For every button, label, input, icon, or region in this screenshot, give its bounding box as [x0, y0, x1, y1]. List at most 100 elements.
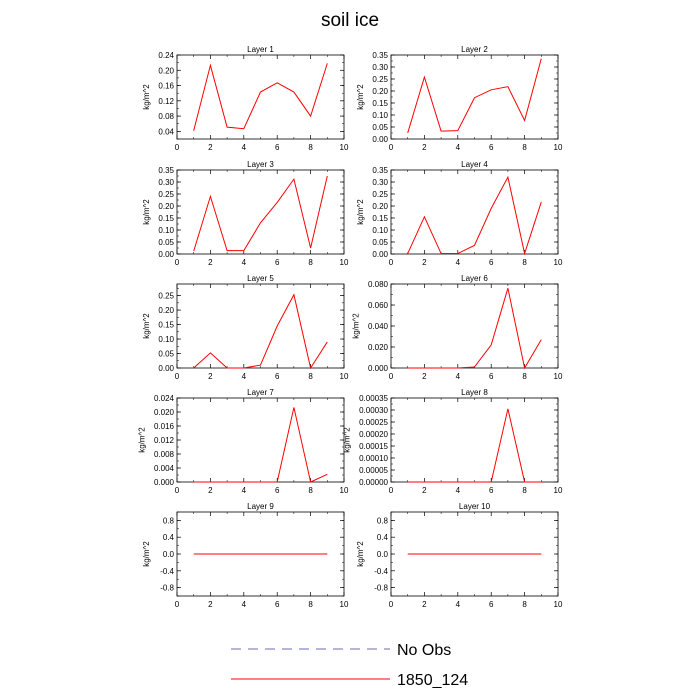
y-tick-label: 0.12	[158, 97, 174, 106]
y-tick-label: 0.05	[158, 238, 174, 247]
plot-frame	[390, 397, 559, 483]
x-tick-label: 2	[422, 600, 427, 609]
panel-8: Layer 8 0 2 4 6 8 10 0.00000 0.00005 0.00010 0.000…	[343, 388, 563, 495]
y-tick-label: 0.00	[372, 135, 388, 144]
y-tick-label: 0.040	[368, 322, 389, 331]
x-tick-label: 8	[308, 486, 313, 495]
y-tick-label: 0.05	[372, 238, 388, 247]
x-tick-label: 10	[554, 372, 563, 381]
y-tick-label: 0.000	[154, 478, 175, 487]
x-tick-label: 8	[522, 486, 527, 495]
x-tick-label: 6	[275, 258, 280, 267]
x-tick-label: 8	[522, 258, 527, 267]
y-tick-label: 0.35	[372, 166, 388, 175]
y-tick-label: 0.30	[372, 63, 388, 72]
y-tick-label: 0.30	[372, 178, 388, 187]
y-tick-label: 0.024	[154, 394, 175, 403]
x-tick-label: 4	[456, 143, 461, 152]
x-tick-label: 0	[389, 600, 394, 609]
x-tick-label: 2	[422, 372, 427, 381]
panel-title: Layer 6	[461, 274, 488, 283]
panel-9: Layer 9 0 2 4 6 8 10 -0.8 -0.4 0.0 0.4 0.8 kg/m^2	[142, 502, 349, 609]
y-tick-label: 0.30	[158, 178, 174, 187]
x-tick-label: 10	[340, 143, 349, 152]
y-axis-label: kg/m^2	[142, 199, 151, 225]
x-tick-label: 2	[208, 486, 213, 495]
y-tick-label: 0.4	[163, 533, 175, 542]
y-tick-label: 0.15	[372, 99, 388, 108]
x-tick-label: 10	[340, 486, 349, 495]
x-tick-label: 10	[554, 486, 563, 495]
x-tick-label: 10	[554, 600, 563, 609]
legend-label-2: 1850_124	[397, 672, 468, 689]
x-tick-label: 8	[308, 143, 313, 152]
panel-title: Layer 2	[461, 45, 488, 54]
y-axis-label: kg/m^2	[142, 313, 151, 339]
y-tick-label: 0.00	[158, 364, 174, 373]
panel-6: Layer 6 0 2 4 6 8 10 0.000 0.020 0.040 0.060 0.080 k…	[352, 274, 563, 381]
x-tick-label: 10	[340, 258, 349, 267]
y-tick-label: 0.15	[372, 214, 388, 223]
x-tick-label: 8	[308, 258, 313, 267]
panel-3: Layer 3 0 2 4 6 8 10 0.00 0.05 0.10 0.15 0.20 0.25 0.…	[142, 160, 349, 267]
legend: No Obs 1850_124	[231, 642, 468, 689]
x-tick-label: 4	[242, 372, 247, 381]
series-line-1850-124	[407, 288, 542, 370]
y-axis-label: kg/m^2	[352, 313, 361, 339]
y-tick-label: 0.004	[154, 464, 175, 473]
y-tick-label: 0.25	[372, 190, 388, 199]
x-tick-label: 10	[554, 143, 563, 152]
plot-frame	[390, 283, 559, 369]
y-tick-label: 0.35	[158, 166, 174, 175]
y-tick-label: 0.00035	[359, 394, 388, 403]
x-tick-label: 0	[389, 258, 394, 267]
y-tick-label: 0.00	[158, 250, 174, 259]
panel-title: Layer 8	[461, 388, 488, 397]
y-tick-label: 0.10	[372, 226, 388, 235]
y-tick-label: 0.20	[158, 66, 174, 75]
x-tick-label: 0	[175, 143, 180, 152]
y-tick-label: 0.8	[377, 516, 389, 525]
panel-title: Layer 10	[459, 502, 491, 511]
panel-7: Layer 7 0 2 4 6 8 10 0.000 0.004 0.008 0.012 0.016 0…	[138, 388, 349, 495]
x-tick-label: 8	[522, 372, 527, 381]
series-line-1850-124	[407, 408, 542, 483]
y-axis-label: kg/m^2	[343, 427, 352, 453]
panel-5: Layer 5 0 2 4 6 8 10 0.00 0.05 0.10 0.15 0.20 0.25 kg…	[142, 274, 349, 381]
x-tick-label: 6	[275, 600, 280, 609]
y-tick-label: 0.00000	[359, 478, 388, 487]
y-tick-label: 0.000	[368, 364, 389, 373]
x-tick-label: 10	[554, 258, 563, 267]
x-tick-label: 4	[456, 486, 461, 495]
y-tick-label: 0.8	[163, 516, 175, 525]
y-tick-label: 0.00010	[359, 454, 388, 463]
x-tick-label: 4	[456, 372, 461, 381]
x-tick-label: 4	[242, 143, 247, 152]
plot-frame	[176, 397, 345, 483]
y-axis-label: kg/m^2	[138, 427, 147, 453]
x-tick-label: 2	[208, 600, 213, 609]
panel-title: Layer 3	[247, 160, 274, 169]
y-tick-label: 0.10	[372, 111, 388, 120]
x-tick-label: 6	[489, 486, 494, 495]
y-tick-label: 0.25	[372, 75, 388, 84]
x-tick-label: 4	[242, 258, 247, 267]
plot-frame	[390, 54, 559, 140]
y-axis-label: kg/m^2	[356, 541, 365, 567]
y-tick-label: 0.20	[158, 202, 174, 211]
series-line-1850-124	[193, 407, 328, 483]
y-tick-label: 0.20	[372, 87, 388, 96]
panel-1: Layer 1 0 2 4 6 8 10 0.04 0.08 0.12 0.16 0.20 0.24 kg…	[142, 45, 349, 152]
x-tick-label: 8	[308, 600, 313, 609]
legend-label-1: No Obs	[397, 642, 451, 659]
x-tick-label: 0	[389, 486, 394, 495]
y-tick-label: -0.8	[160, 584, 174, 593]
x-tick-label: 2	[208, 372, 213, 381]
x-tick-label: 2	[422, 258, 427, 267]
x-tick-label: 0	[175, 258, 180, 267]
y-tick-label: 0.00030	[359, 406, 388, 415]
panel-10: Layer 10 0 2 4 6 8 10 -0.8 -0.4 0.0 0.4 0.8 kg/m^2	[356, 502, 563, 609]
x-tick-label: 8	[308, 372, 313, 381]
x-tick-label: 6	[489, 143, 494, 152]
panel-title: Layer 9	[247, 502, 274, 511]
